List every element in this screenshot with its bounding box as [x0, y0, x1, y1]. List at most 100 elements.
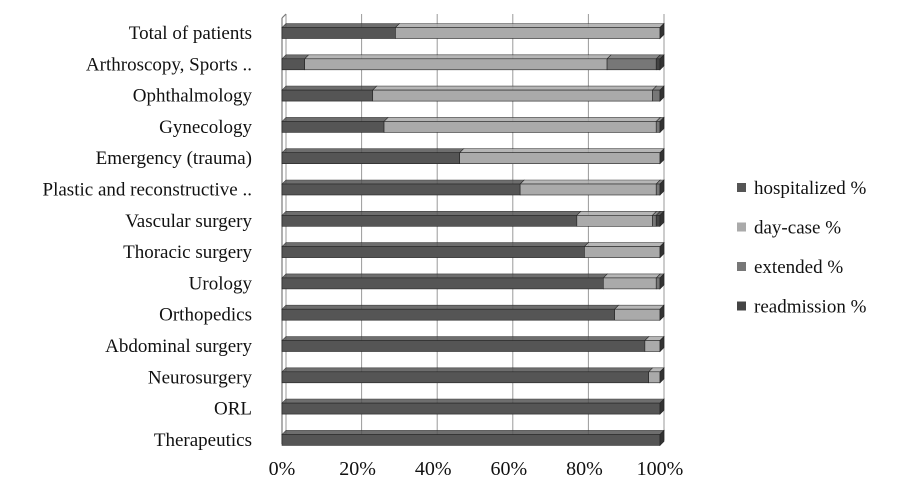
bar-segment-top	[281, 148, 465, 153]
bar-segment-top	[281, 54, 310, 60]
bars	[281, 22, 665, 447]
category-label: Orthopedics	[159, 305, 252, 326]
bar-end-face	[659, 147, 665, 165]
x-tick-label: 40%	[415, 458, 452, 480]
bar-segment-top	[458, 148, 665, 153]
category-label: Gynecology	[159, 117, 252, 138]
category-label: Arthroscopy, Sports ..	[86, 54, 252, 75]
bar-segment	[648, 371, 661, 384]
category-label: ORL	[214, 399, 252, 420]
bar-segment	[281, 58, 305, 71]
bar-segment	[281, 89, 374, 102]
bar-segment	[652, 215, 657, 227]
bar-segment-top	[613, 304, 665, 310]
bar-end-face	[659, 429, 665, 447]
bar-segment-top	[281, 398, 665, 404]
bar-segment	[606, 58, 657, 71]
bar-end-face	[659, 85, 665, 102]
category-label: Thoracic surgery	[123, 242, 252, 263]
bar-segment	[372, 89, 653, 102]
bar-segment-top	[394, 23, 665, 28]
bar-segment-top	[281, 304, 620, 310]
bar-end-face	[659, 54, 665, 71]
x-tick-label: 0%	[269, 458, 296, 480]
category-label: Plastic and reconstructive ..	[43, 180, 252, 201]
legend-label: extended %	[754, 257, 843, 278]
bar-segment	[281, 402, 661, 415]
category-labels: Total of patients Arthroscopy, Sports .. O…	[43, 23, 253, 451]
bar-segment	[281, 152, 460, 164]
category-label: Ophthalmology	[133, 86, 253, 107]
category-label: Neurosurgery	[148, 367, 253, 388]
category-label: Therapeutics	[154, 430, 252, 451]
bar-segment-top	[281, 273, 609, 279]
category-label: Total of patients	[129, 23, 252, 44]
legend-label: readmission %	[754, 297, 867, 318]
bar-end-face	[659, 335, 665, 353]
bar-segment	[395, 27, 661, 39]
x-axis-ticks: 0% 20% 40% 60% 80% 100%	[269, 458, 684, 480]
bar-segment	[281, 308, 615, 321]
legend-swatch	[737, 301, 746, 311]
bar-segment	[655, 215, 661, 227]
legend-swatch	[737, 183, 746, 192]
legend-label: hospitalized %	[754, 178, 867, 199]
bar-segment	[281, 434, 661, 446]
bar-segment-top	[281, 242, 590, 247]
bar-segment	[459, 152, 661, 164]
bar-segment	[576, 215, 653, 227]
bar-segment-top	[371, 85, 658, 91]
bar-segment-top	[602, 273, 661, 279]
bar-end-face	[659, 241, 665, 259]
bar-segment	[655, 121, 661, 133]
legend: hospitalized % day-case % extended % readmi…	[737, 178, 867, 318]
bar-segment	[281, 215, 578, 227]
category-label: Urology	[189, 273, 253, 294]
y-axis-depth	[281, 13, 287, 19]
bar-segment	[584, 246, 661, 258]
bar-segment-top	[303, 54, 612, 60]
bar-segment	[281, 371, 649, 384]
x-tick-label: 100%	[637, 458, 684, 480]
bar-segment	[281, 277, 604, 290]
bar-segment-top	[281, 430, 665, 435]
bar-segment-top	[281, 117, 389, 122]
bar-segment	[281, 27, 396, 39]
bar-segment	[281, 121, 385, 133]
bar-end-face	[659, 304, 665, 321]
x-tick-label: 80%	[566, 458, 603, 480]
bar-end-face	[659, 398, 665, 415]
bar-end-face	[659, 179, 665, 196]
bar-segment-top	[383, 117, 661, 122]
category-label: Emergency (trauma)	[96, 148, 252, 169]
category-label: Vascular surgery	[125, 211, 252, 232]
legend-swatch	[737, 262, 746, 271]
bar-end-face	[659, 367, 665, 384]
bar-segment-top	[281, 85, 378, 91]
bar-segment-top	[576, 211, 658, 216]
bar-segment-top	[281, 23, 401, 28]
bar-segment	[655, 183, 661, 196]
x-tick-label: 20%	[339, 458, 376, 480]
bar-segment	[304, 58, 608, 71]
x-tick-label: 60%	[490, 458, 527, 480]
bar-segment	[644, 340, 661, 352]
bar-end-face	[659, 22, 665, 40]
bar-segment	[281, 246, 585, 258]
bar-segment	[383, 121, 657, 133]
bar-segment-top	[281, 211, 582, 216]
bar-segment	[655, 277, 661, 290]
bar-segment-top	[281, 179, 525, 185]
bar-end-face	[659, 116, 665, 134]
bar-segment	[652, 89, 661, 102]
bar-segment	[281, 183, 521, 196]
bar-segment	[655, 58, 661, 71]
category-label: Abdominal surgery	[105, 336, 252, 357]
bar-segment	[614, 308, 661, 321]
bar-segment-top	[519, 179, 661, 185]
bar-segment	[602, 277, 657, 290]
bar-segment-top	[583, 242, 665, 247]
legend-label: day-case %	[754, 218, 841, 239]
bar-end-face	[659, 273, 665, 290]
